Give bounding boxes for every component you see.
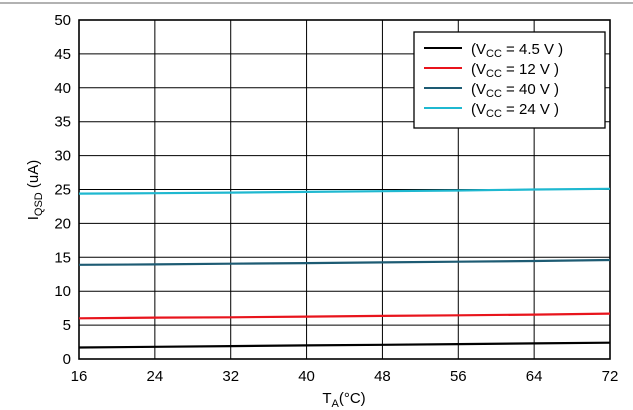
series-line-1 bbox=[78, 341, 611, 349]
x-tick-labels: 16 24 32 40 48 56 64 72 bbox=[71, 368, 619, 385]
y-tick-label: 10 bbox=[54, 283, 71, 300]
y-tick-label: 30 bbox=[54, 148, 71, 165]
y-tick-label: 25 bbox=[54, 182, 71, 199]
y-tick-labels: 0 5 10 15 20 25 30 35 40 45 50 bbox=[54, 12, 71, 368]
series-line-2 bbox=[78, 312, 611, 320]
x-axis-label: TA(°C) bbox=[322, 390, 365, 410]
x-tick-label: 48 bbox=[374, 368, 391, 385]
x-tick-label: 40 bbox=[298, 368, 315, 385]
y-tick-label: 45 bbox=[54, 46, 71, 63]
legend-box bbox=[413, 31, 606, 129]
x-tick-label: 64 bbox=[526, 368, 543, 385]
x-tick-label: 56 bbox=[450, 368, 467, 385]
legend-entry-4: (VCC = 24 V ) bbox=[424, 101, 559, 120]
legend-entry-1: (VCC = 4.5 V ) bbox=[424, 41, 563, 60]
series-line-4 bbox=[78, 187, 611, 195]
legend-label-4: (VCC = 24 V ) bbox=[471, 101, 559, 120]
legend-label-2: (VCC = 12 V ) bbox=[471, 61, 559, 80]
y-tick-label: 35 bbox=[54, 114, 71, 131]
x-tick-label: 24 bbox=[147, 368, 164, 385]
series-line-3 bbox=[78, 258, 611, 266]
y-tick-label: 15 bbox=[54, 249, 71, 266]
legend-entry-2: (VCC = 12 V ) bbox=[424, 61, 559, 80]
x-tick-label: 72 bbox=[602, 368, 619, 385]
y-tick-label: 50 bbox=[54, 12, 71, 29]
legend: (VCC = 4.5 V ) (VCC = 12 V ) (VCC = 40 V… bbox=[413, 31, 606, 129]
legend-entry-3: (VCC = 40 V ) bbox=[424, 81, 559, 100]
y-tick-label: 20 bbox=[54, 215, 71, 232]
legend-label-3: (VCC = 40 V ) bbox=[471, 81, 559, 100]
series-lines bbox=[78, 187, 611, 349]
y-tick-label: 40 bbox=[54, 80, 71, 97]
x-tick-label: 16 bbox=[71, 368, 88, 385]
y-axis-label: IQSD (uA) bbox=[25, 160, 45, 221]
y-tick-label: 5 bbox=[63, 317, 71, 334]
legend-label-1: (VCC = 4.5 V ) bbox=[471, 41, 563, 60]
x-tick-label: 32 bbox=[222, 368, 239, 385]
y-tick-label: 0 bbox=[63, 351, 71, 368]
